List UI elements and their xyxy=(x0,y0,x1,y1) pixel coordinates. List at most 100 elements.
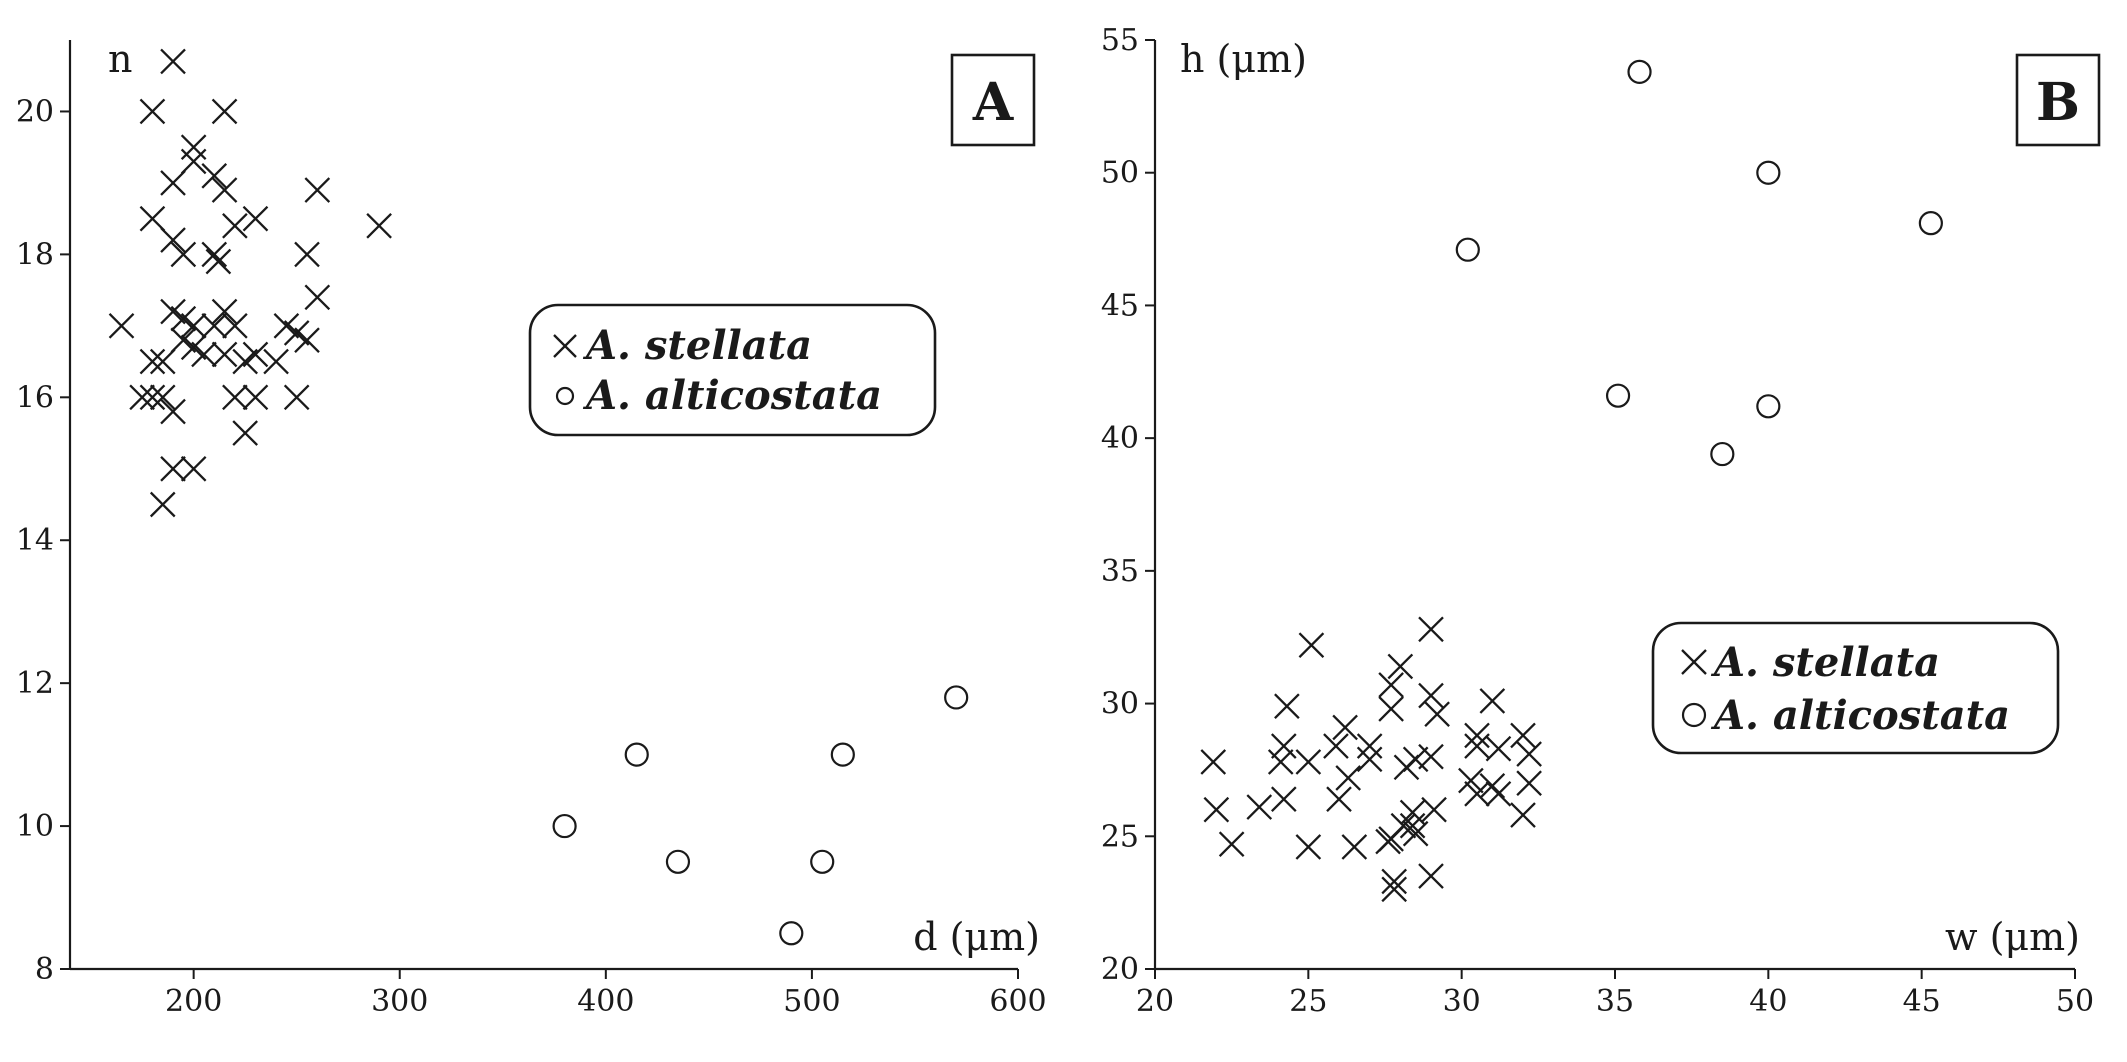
x-tick-label-a-500: 500 xyxy=(783,984,840,1019)
point-a-a-stellata-9 xyxy=(139,205,166,232)
point-b-a-stellata-20 xyxy=(1295,749,1322,775)
legend-symbol-b-a-stellata xyxy=(1681,649,1707,675)
legend-a: A. stellata A. alticostata xyxy=(528,303,937,437)
point-b-a-stellata-10 xyxy=(1464,722,1490,749)
point-a-a-alticostata-2 xyxy=(830,742,855,767)
point-a-a-stellata-13 xyxy=(160,227,186,253)
point-b-a-stellata-36 xyxy=(1399,799,1426,826)
panel-label-b: B xyxy=(2036,72,2080,133)
legend-marker-b-a-stellata xyxy=(1681,649,1707,675)
point-a-a-stellata-22 xyxy=(222,313,248,339)
point-a-a-stellata-38 xyxy=(129,384,155,411)
point-b-a-stellata-9 xyxy=(1332,714,1358,741)
y-tick-label-b-40: 40 xyxy=(1101,421,1139,456)
y-tick-label-b-25: 25 xyxy=(1101,819,1139,854)
point-a-a-alticostata-0 xyxy=(944,685,969,710)
legend-label-b-alticostata: A. alticostata xyxy=(1710,692,2010,739)
point-b-a-stellata-24 xyxy=(1393,754,1420,781)
point-b-a-stellata-31 xyxy=(1326,786,1352,812)
panel-label-box-a: A xyxy=(950,53,1036,147)
point-a-a-stellata-15 xyxy=(201,241,228,268)
point-a-a-stellata-47 xyxy=(180,455,207,482)
point-a-a-stellata-16 xyxy=(294,241,320,268)
point-a-a-stellata-24 xyxy=(180,313,207,339)
x-tick-label-a-400: 400 xyxy=(577,984,634,1019)
y-tick-label-a-18: 18 xyxy=(16,237,54,272)
point-a-a-stellata-5 xyxy=(201,162,228,189)
point-a-a-stellata-35 xyxy=(232,348,258,375)
point-b-a-stellata-34 xyxy=(1203,796,1230,823)
point-b-a-alticostata-1 xyxy=(1756,160,1781,185)
point-b-a-stellata-45 xyxy=(1341,834,1368,860)
point-a-a-stellata-39 xyxy=(139,384,166,411)
point-a-a-alticostata-5 xyxy=(810,849,835,874)
point-a-a-stellata-7 xyxy=(211,177,238,203)
point-b-a-stellata-16 xyxy=(1485,735,1512,762)
point-b-a-stellata-3 xyxy=(1479,688,1506,714)
point-a-a-stellata-8 xyxy=(304,177,331,203)
point-b-a-stellata-26 xyxy=(1458,767,1484,794)
point-b-a-stellata-27 xyxy=(1479,773,1506,799)
point-b-a-stellata-17 xyxy=(1516,741,1542,767)
point-a-a-alticostata-3 xyxy=(552,813,577,839)
y-tick-label-a-10: 10 xyxy=(16,809,54,844)
point-b-a-alticostata-0 xyxy=(1627,59,1652,84)
y-tick-label-a-12: 12 xyxy=(16,666,54,701)
point-b-a-stellata-40 xyxy=(1402,820,1429,847)
x-tick-label-a-300: 300 xyxy=(371,984,428,1019)
point-a-a-stellata-42 xyxy=(242,384,269,411)
point-b-a-stellata-5 xyxy=(1418,682,1444,709)
y-axis-title-b: h (μm) xyxy=(1180,37,1307,81)
legend-symbol-a-a-stellata xyxy=(553,334,577,358)
point-a-a-stellata-28 xyxy=(294,327,320,353)
legend-b: A. stellata A. alticostata xyxy=(1651,621,2060,755)
y-tick-label-b-30: 30 xyxy=(1101,687,1139,722)
legend-marker-a-a-alticostata xyxy=(555,386,575,406)
x-tick-label-b-20: 20 xyxy=(1136,984,1174,1019)
point-b-a-alticostata-5 xyxy=(1756,394,1781,419)
y-tick-label-b-55: 55 xyxy=(1101,23,1139,58)
legend-label-a-alticostata: A. alticostata xyxy=(582,372,882,419)
point-b-a-alticostata-2 xyxy=(1918,211,1943,236)
point-a-a-stellata-32 xyxy=(211,341,238,368)
point-b-a-stellata-32 xyxy=(1270,786,1297,812)
point-a-a-alticostata-6 xyxy=(779,921,804,946)
point-a-a-stellata-1 xyxy=(139,98,166,125)
point-a-a-stellata-46 xyxy=(160,455,186,482)
point-b-a-stellata-29 xyxy=(1464,781,1490,807)
point-b-a-stellata-4 xyxy=(1378,672,1404,698)
legend-marker-a-a-stellata xyxy=(553,334,577,358)
point-a-a-stellata-17 xyxy=(205,248,232,275)
point-a-a-stellata-37 xyxy=(149,348,176,375)
x-tick-label-b-40: 40 xyxy=(1749,984,1787,1019)
point-a-a-stellata-10 xyxy=(242,205,269,232)
point-b-a-stellata-28 xyxy=(1516,770,1542,797)
point-a-a-stellata-44 xyxy=(160,398,186,425)
y-tick-label-a-14: 14 xyxy=(16,523,54,558)
chart-panel-b: 20 25 30 35 40 45 50 20 25 30 35 40 45 50 55 h (μm) w … xyxy=(1101,23,2101,1019)
point-a-a-stellata-40 xyxy=(149,384,176,411)
point-a-a-stellata-45 xyxy=(232,420,258,446)
y-tick-label-a-8: 8 xyxy=(35,952,54,987)
x-axis-title-b: w (μm) xyxy=(1945,915,2080,959)
panel-label-a: A xyxy=(972,72,1014,133)
point-a-a-stellata-43 xyxy=(283,384,310,411)
x-tick-label-b-25: 25 xyxy=(1289,984,1327,1019)
point-b-a-stellata-33 xyxy=(1246,794,1273,820)
point-a-a-stellata-0 xyxy=(160,48,186,75)
point-a-a-stellata-23 xyxy=(201,313,228,339)
point-b-a-stellata-30 xyxy=(1485,781,1512,807)
point-b-a-stellata-18 xyxy=(1200,749,1227,775)
point-a-a-stellata-3 xyxy=(180,134,207,161)
x-tick-label-b-45: 45 xyxy=(1903,984,1941,1019)
point-b-a-stellata-37 xyxy=(1510,802,1536,828)
legend-symbol-a-a-alticostata xyxy=(555,386,575,406)
legend-symbol-b-a-alticostata xyxy=(1681,702,1707,728)
x-tick-label-a-600: 600 xyxy=(989,984,1046,1019)
point-b-a-stellata-11 xyxy=(1510,722,1536,749)
y-tick-label-a-20: 20 xyxy=(16,94,54,129)
point-b-a-stellata-14 xyxy=(1356,733,1383,759)
point-b-a-stellata-23 xyxy=(1418,743,1444,770)
point-b-a-stellata-21 xyxy=(1356,746,1383,773)
